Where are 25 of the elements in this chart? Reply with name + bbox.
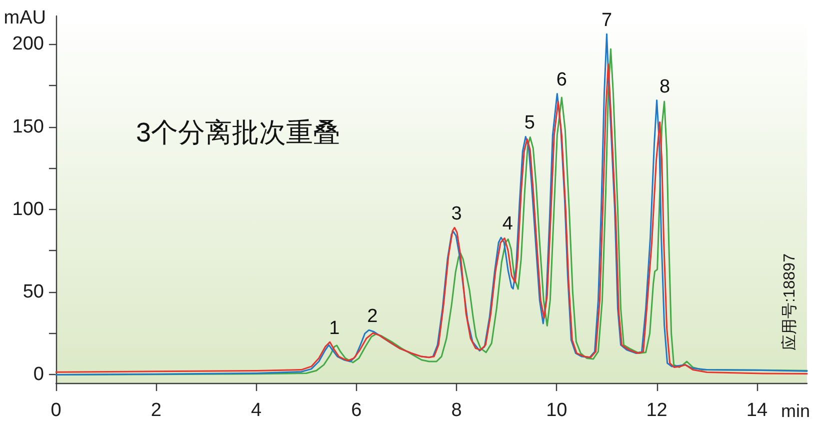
- annotation: 2: [367, 306, 378, 328]
- annotation: 7: [601, 10, 612, 32]
- x-tick-label: 2: [150, 400, 162, 421]
- x-tick-label: 14: [746, 400, 768, 421]
- annotation: 应用号:18897: [780, 253, 798, 350]
- annotation: 5: [524, 112, 535, 134]
- text: 3个分离批次重叠: [136, 118, 340, 148]
- y-tick-label: 150: [12, 116, 44, 138]
- x-tick-label: 6: [351, 400, 362, 421]
- annotation: 3: [451, 204, 462, 225]
- y-tick-label: 50: [22, 282, 44, 303]
- x-tick-label: 10: [546, 400, 568, 421]
- annotation: 6: [556, 70, 567, 91]
- x-axis-title: min: [780, 401, 810, 421]
- x-tick-label: 12: [646, 400, 668, 421]
- annotation: 8: [660, 76, 670, 98]
- x-tick-label: 8: [451, 400, 462, 421]
- annotation: 1: [329, 318, 340, 339]
- x-tick-label: 0: [50, 400, 62, 421]
- y-tick-label: 200: [12, 34, 44, 55]
- annotation: 4: [502, 214, 514, 235]
- y-tick-label: 100: [12, 198, 44, 220]
- y-axis-title: mAU: [4, 8, 46, 28]
- y-tick-label: 0: [33, 364, 44, 386]
- x-tick-label: 4: [250, 400, 262, 421]
